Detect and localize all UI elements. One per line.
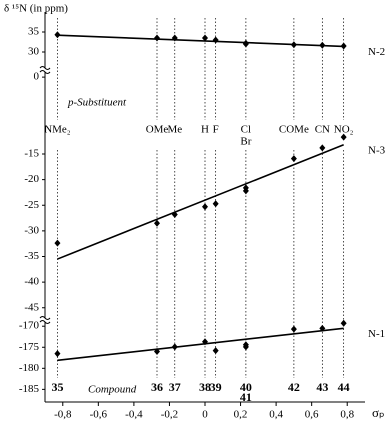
point: [154, 219, 160, 227]
y-tick-label: 30: [28, 46, 40, 58]
series-label: N-3: [368, 144, 386, 156]
x-tick-label: 0,2: [234, 409, 248, 421]
point: [202, 203, 208, 211]
y-tick-label: -35: [24, 250, 39, 262]
point: [212, 347, 219, 355]
point: [154, 347, 160, 355]
x-tick-label: 0,6: [305, 409, 319, 421]
substituent-header: p-Substituent: [67, 97, 127, 109]
series-label: N-1: [368, 328, 385, 340]
point: [54, 350, 61, 358]
compound-label: 39: [210, 380, 222, 394]
point: [242, 343, 249, 351]
x-tick-label: -0,8: [54, 409, 72, 421]
y-tick-label: -15: [24, 148, 39, 160]
compound-label: 36: [151, 380, 163, 394]
fit-line: [57, 144, 344, 260]
y-tick-label: -180: [19, 362, 40, 374]
y-tick-label: -185: [19, 383, 40, 395]
point: [54, 239, 61, 247]
compound-label: 40: [240, 380, 252, 394]
series-label: N-2: [368, 46, 385, 58]
y-tick-label: -45: [24, 301, 39, 313]
x-tick-label: -0,4: [125, 409, 143, 421]
y-tick-label: -25: [24, 199, 39, 211]
compound-label: 43: [316, 380, 328, 394]
substituent-label: H: [201, 124, 209, 136]
x-tick-label: 0: [202, 409, 208, 421]
compound-label: 35: [51, 380, 63, 394]
point: [171, 210, 178, 218]
point: [290, 325, 297, 333]
y-tick-label: -40: [24, 276, 39, 288]
substituent-label: NMe₂: [44, 124, 71, 136]
x-tick-label: -0,6: [90, 409, 108, 421]
x-tick-label: 0,4: [269, 409, 283, 421]
fit-line: [57, 34, 344, 48]
point: [171, 34, 178, 42]
fit-line: [57, 327, 344, 362]
point: [202, 34, 208, 42]
substituent-label: COMe: [279, 124, 309, 136]
y-tick-label: -30: [24, 224, 39, 236]
y-tick-label: -175: [19, 341, 40, 353]
compound-label: 41: [240, 390, 252, 404]
compound-label: 38: [199, 380, 211, 394]
substituent-label: CN: [315, 124, 330, 136]
x-tick-label: -0,2: [161, 409, 178, 421]
compound-label: 37: [169, 380, 181, 394]
substituent-label: NO₂: [334, 124, 354, 136]
point: [319, 324, 326, 332]
compound-label: 42: [288, 380, 300, 394]
point: [290, 155, 297, 163]
substituent-label: Cl: [241, 124, 251, 136]
point: [212, 36, 219, 44]
point: [202, 338, 208, 346]
substituent-label: OMe: [146, 124, 169, 136]
substituent-label: F: [213, 124, 219, 136]
x-tick-label: 0,8: [340, 409, 354, 421]
y-axis-label: δ ¹⁵N (in ppm): [4, 3, 68, 15]
point: [340, 42, 347, 50]
point: [242, 184, 249, 192]
point: [319, 41, 326, 49]
point: [319, 144, 326, 152]
point: [290, 41, 297, 49]
substituent-label: Me: [167, 124, 182, 136]
point: [242, 39, 249, 47]
y-tick-label: 35: [28, 26, 40, 38]
y-tick-label: 0: [34, 71, 40, 83]
y-tick-label: -20: [24, 173, 39, 185]
compound-label: 44: [338, 380, 350, 394]
point: [171, 343, 178, 351]
point: [54, 31, 61, 39]
y-tick-label: -170: [19, 320, 40, 332]
point: [212, 200, 219, 208]
point: [340, 319, 347, 327]
point: [340, 133, 347, 141]
point: [154, 34, 160, 42]
x-axis-label: σₚ: [372, 405, 385, 420]
compound-header: Compound: [88, 384, 137, 396]
substituent-label: Br: [240, 136, 251, 148]
